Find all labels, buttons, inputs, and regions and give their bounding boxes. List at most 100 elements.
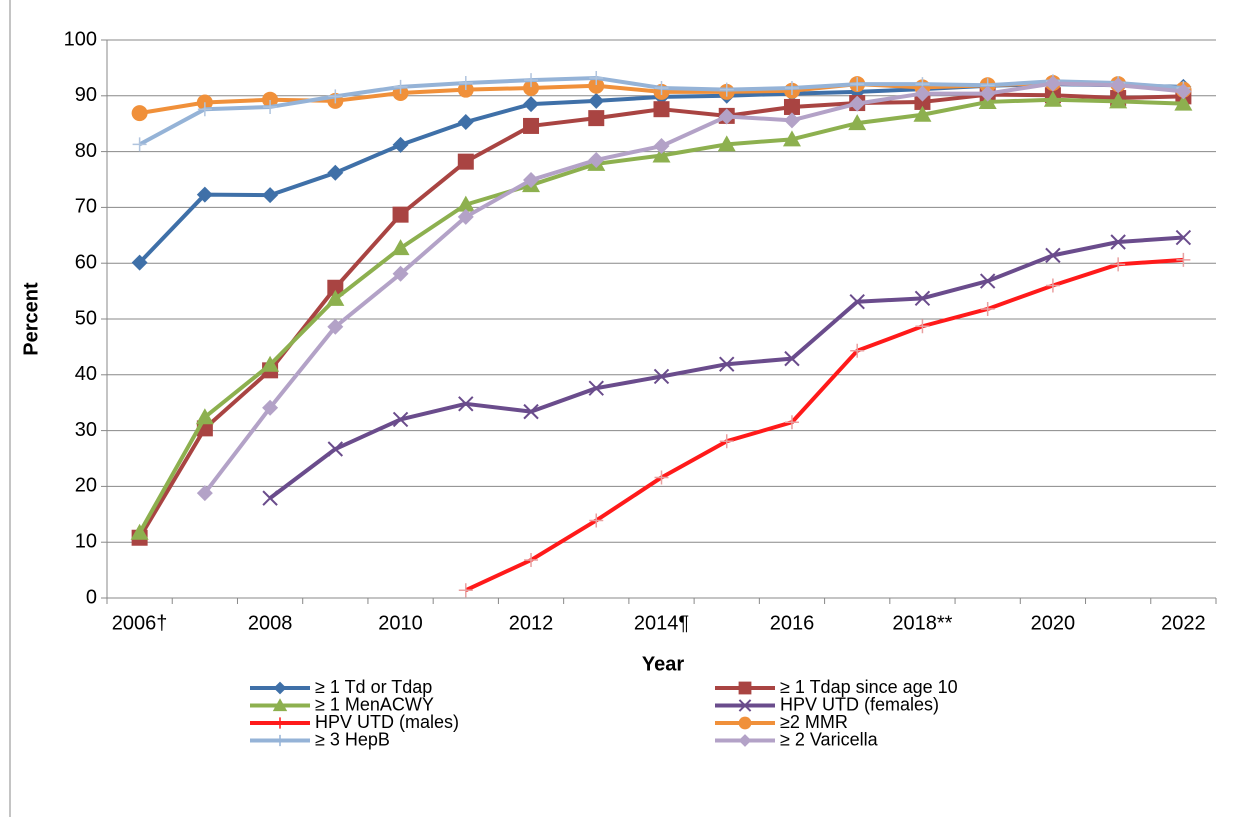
marker [654,470,669,485]
marker [1175,83,1192,100]
y-tick-label: 60 [75,251,97,273]
marker [261,355,280,372]
marker [653,368,670,385]
legend-label: ≥ 1 Td or Tdap [315,677,432,697]
series [196,75,1192,502]
marker [131,254,148,271]
legend-label: ≥2 MMR [780,712,848,732]
marker [392,136,409,153]
marker [588,380,604,396]
marker [784,80,799,95]
marker [588,92,605,109]
marker [589,513,604,528]
marker [195,408,214,425]
y-tick-label: 100 [64,28,97,50]
legend-label: ≥ 3 HepB [315,729,390,749]
marker [130,523,149,540]
marker [654,80,669,95]
marker [784,350,800,367]
marker [588,77,605,94]
marker [718,108,735,125]
y-tick-label: 30 [75,419,97,441]
marker [1174,94,1193,111]
marker [719,356,735,372]
marker [458,75,473,90]
marker [262,490,278,506]
marker [980,301,995,316]
y-tick-label: 70 [75,196,97,218]
x-tick-label: 2006† [112,612,168,634]
y-tick-label: 90 [75,84,97,106]
marker [327,441,344,457]
marker [391,239,410,256]
marker [457,114,474,131]
legend-label: ≥ 2 Varicella [780,729,879,749]
marker [1110,77,1127,94]
marker [652,146,671,163]
series [458,252,1191,598]
marker [848,114,867,131]
marker [523,403,539,420]
marker [326,289,345,306]
marker [196,485,213,502]
y-tick-label: 40 [75,363,97,385]
marker [262,91,279,108]
marker [458,583,473,598]
marker [392,206,409,223]
series-line [203,81,1184,495]
marker [914,93,931,110]
marker [738,699,752,712]
marker [850,343,865,358]
marker [263,99,278,114]
marker [589,70,604,85]
marker [783,112,800,129]
marker [1045,247,1061,264]
legend-label: HPV UTD (males) [315,712,459,732]
marker [782,130,801,147]
y-tick-label: 80 [75,140,97,162]
x-tick-label: 2012 [509,612,554,634]
series-line [464,257,1184,593]
legend-label: ≥ 1 MenACWY [315,694,434,714]
x-tick-label: 2022 [1161,612,1206,634]
marker [523,117,540,134]
marker [738,734,752,747]
marker [979,85,996,102]
marker [523,96,540,113]
x-axis-label: Year [642,653,684,675]
y-tick-label: 50 [75,307,97,329]
marker [457,153,474,170]
marker [272,698,288,712]
marker [1110,234,1126,250]
marker [523,79,540,96]
marker [653,138,670,155]
marker [262,187,279,204]
marker [458,396,474,412]
marker [719,434,734,449]
marker [1109,92,1128,109]
marker [132,137,147,152]
marker [738,716,752,730]
marker [327,164,344,181]
marker [327,318,344,335]
marker [979,273,996,289]
series [130,90,1193,540]
marker [738,681,752,695]
series [262,229,1192,506]
marker [274,717,286,729]
marker [393,79,408,94]
marker [524,553,539,568]
marker [457,208,474,225]
marker [588,110,605,127]
marker [274,734,286,747]
marker [913,105,932,122]
x-tick-label: 2010 [378,612,423,634]
marker [392,265,409,282]
legend-label: ≥ 1 Tdap since age 10 [780,677,958,697]
marker [914,290,931,307]
marker [524,73,539,88]
marker [1176,252,1191,267]
marker [1044,75,1061,92]
marker [1045,278,1060,293]
